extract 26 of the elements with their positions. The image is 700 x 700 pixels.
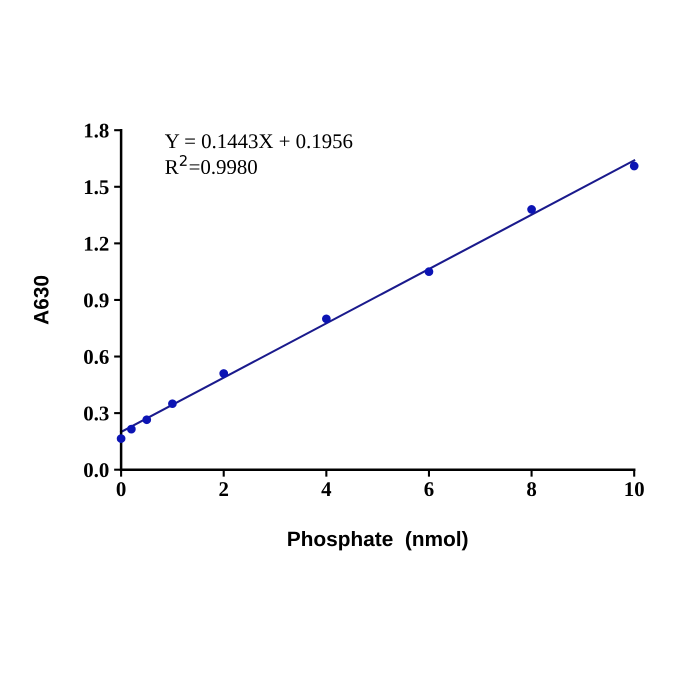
x-tick-label: 2 (219, 482, 228, 496)
point (116, 434, 126, 443)
x-tick-label: 10 (625, 482, 644, 496)
y-tick-label: 0.0 (84, 463, 108, 478)
point (424, 267, 434, 276)
point (142, 415, 152, 424)
point (219, 369, 228, 378)
y-tick-label: 1.2 (84, 236, 108, 251)
annotation: Y = 0.1443X + 0.1956 (164, 134, 352, 148)
point (527, 205, 536, 214)
x-tick-label: 0 (116, 482, 126, 496)
annotation: R$^{2}$=0.9980 (165, 155, 257, 174)
y-tick-label: 1.8 (84, 124, 109, 138)
y-tick-label: 0.6 (84, 350, 109, 364)
y-tick-label: 0.9 (84, 293, 109, 308)
x-tick-label: 6 (424, 482, 434, 496)
y-tick-label: 1.5 (84, 180, 109, 194)
y-tick-label: 0.3 (84, 406, 109, 421)
y-axis-title: A630 (34, 276, 49, 324)
point (168, 399, 177, 408)
x-tick-label: 8 (527, 482, 536, 496)
point (126, 424, 136, 434)
point (322, 314, 331, 324)
x-tick-label: 4 (321, 482, 332, 496)
x-axis-title: Phosphate (nmol) (288, 530, 468, 550)
point (630, 162, 639, 170)
